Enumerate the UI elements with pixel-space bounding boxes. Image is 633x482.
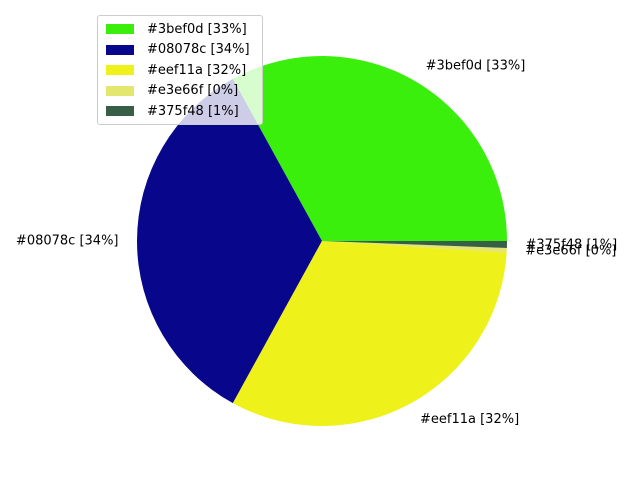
pie-slice-label: #3bef0d [33%] (426, 58, 526, 73)
pie-slices (136, 55, 507, 426)
legend-swatch (106, 106, 134, 117)
pie-slice (322, 241, 507, 248)
legend-item: #375f48 [1%] (98, 101, 262, 122)
legend-label: #375f48 [1%] (147, 103, 239, 119)
pie-slice (322, 241, 507, 253)
pie-slice (232, 55, 507, 241)
legend-item: #eef11a [32%] (98, 60, 262, 81)
pie-slice (136, 78, 322, 404)
legend-label: #3bef0d [33%] (147, 21, 247, 37)
pie-labels: #3bef0d [33%] #08078c [34%] #eef11a [32%] #… (16, 58, 618, 427)
pie-slice-label: #e3e66f [0%] (525, 244, 616, 259)
legend-label: #e3e66f [0%] (147, 83, 239, 99)
pie-slice-label: #eef11a [32%] (420, 412, 519, 427)
legend-swatch (106, 85, 134, 96)
legend-item: #e3e66f [0%] (98, 81, 262, 102)
legend-swatch (106, 65, 134, 76)
legend-swatch (106, 44, 134, 55)
pie-slice-label: #375f48 [1%] (526, 237, 618, 252)
pie-slice-label: #08078c [34%] (16, 234, 119, 249)
legend: #3bef0d [33%] #08078c [34%] #eef11a [32%… (97, 15, 263, 125)
legend-item: #3bef0d [33%] (98, 19, 262, 40)
legend-label: #eef11a [32%] (147, 62, 247, 78)
legend-swatch (106, 24, 134, 35)
legend-label: #08078c [34%] (147, 42, 250, 58)
pie-slice (232, 241, 507, 426)
legend-item: #08078c [34%] (98, 40, 262, 61)
